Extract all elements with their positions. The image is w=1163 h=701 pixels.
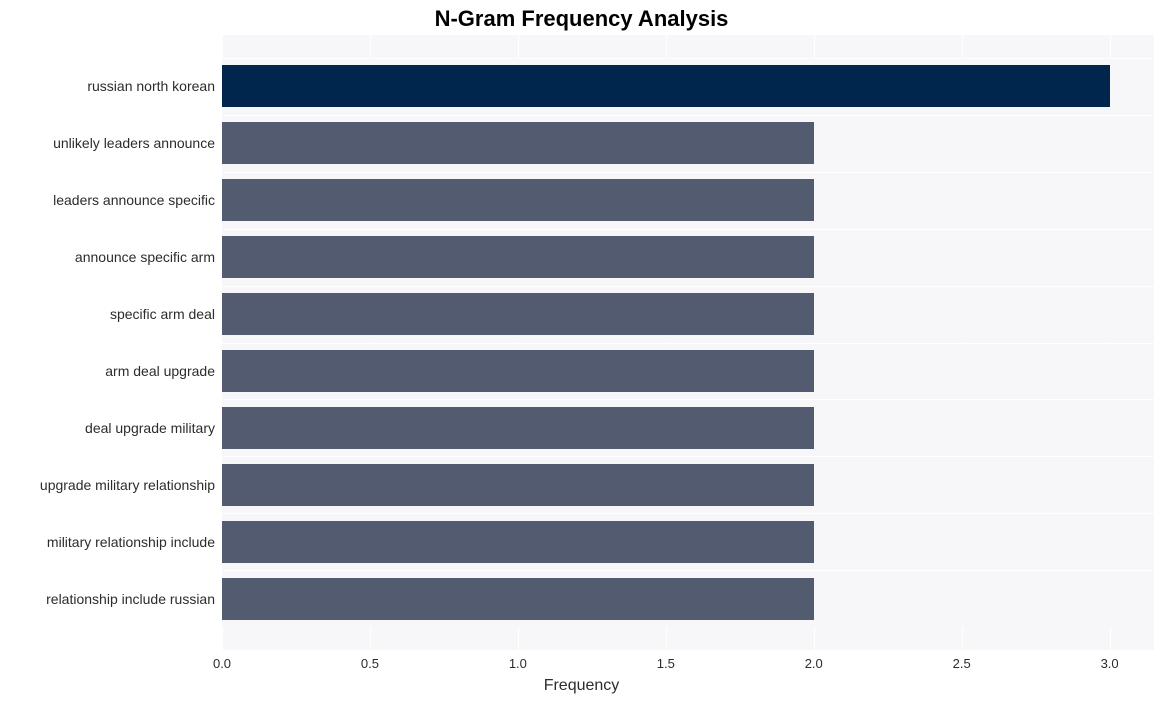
bar <box>222 407 814 449</box>
x-axis-title: Frequency <box>0 677 1163 695</box>
y-tick-label: unlikely leaders announce <box>0 136 215 150</box>
bar <box>222 578 814 620</box>
x-tick-label: 1.5 <box>657 656 675 671</box>
bar <box>222 293 814 335</box>
bar <box>222 350 814 392</box>
y-tick-label: deal upgrade military <box>0 421 215 435</box>
x-tick-label: 2.0 <box>805 656 823 671</box>
bar <box>222 521 814 563</box>
y-tick-label: arm deal upgrade <box>0 364 215 378</box>
y-tick-label: russian north korean <box>0 79 215 93</box>
y-tick-label: leaders announce specific <box>0 193 215 207</box>
y-tick-label: upgrade military relationship <box>0 478 215 492</box>
bar <box>222 236 814 278</box>
bar <box>222 179 814 221</box>
ngram-frequency-chart: N-Gram Frequency Analysis russian north … <box>0 0 1163 701</box>
x-tick-label: 1.0 <box>509 656 527 671</box>
y-tick-label: specific arm deal <box>0 307 215 321</box>
x-tick-label: 3.0 <box>1101 656 1119 671</box>
chart-title: N-Gram Frequency Analysis <box>0 6 1163 32</box>
bar <box>222 464 814 506</box>
x-tick-label: 0.5 <box>361 656 379 671</box>
x-tick-label: 0.0 <box>213 656 231 671</box>
y-tick-label: relationship include russian <box>0 592 215 606</box>
y-tick-label: military relationship include <box>0 535 215 549</box>
plot-area <box>222 35 1154 650</box>
bar <box>222 122 814 164</box>
x-tick-label: 2.5 <box>953 656 971 671</box>
bar <box>222 65 1110 107</box>
y-tick-label: announce specific arm <box>0 250 215 264</box>
